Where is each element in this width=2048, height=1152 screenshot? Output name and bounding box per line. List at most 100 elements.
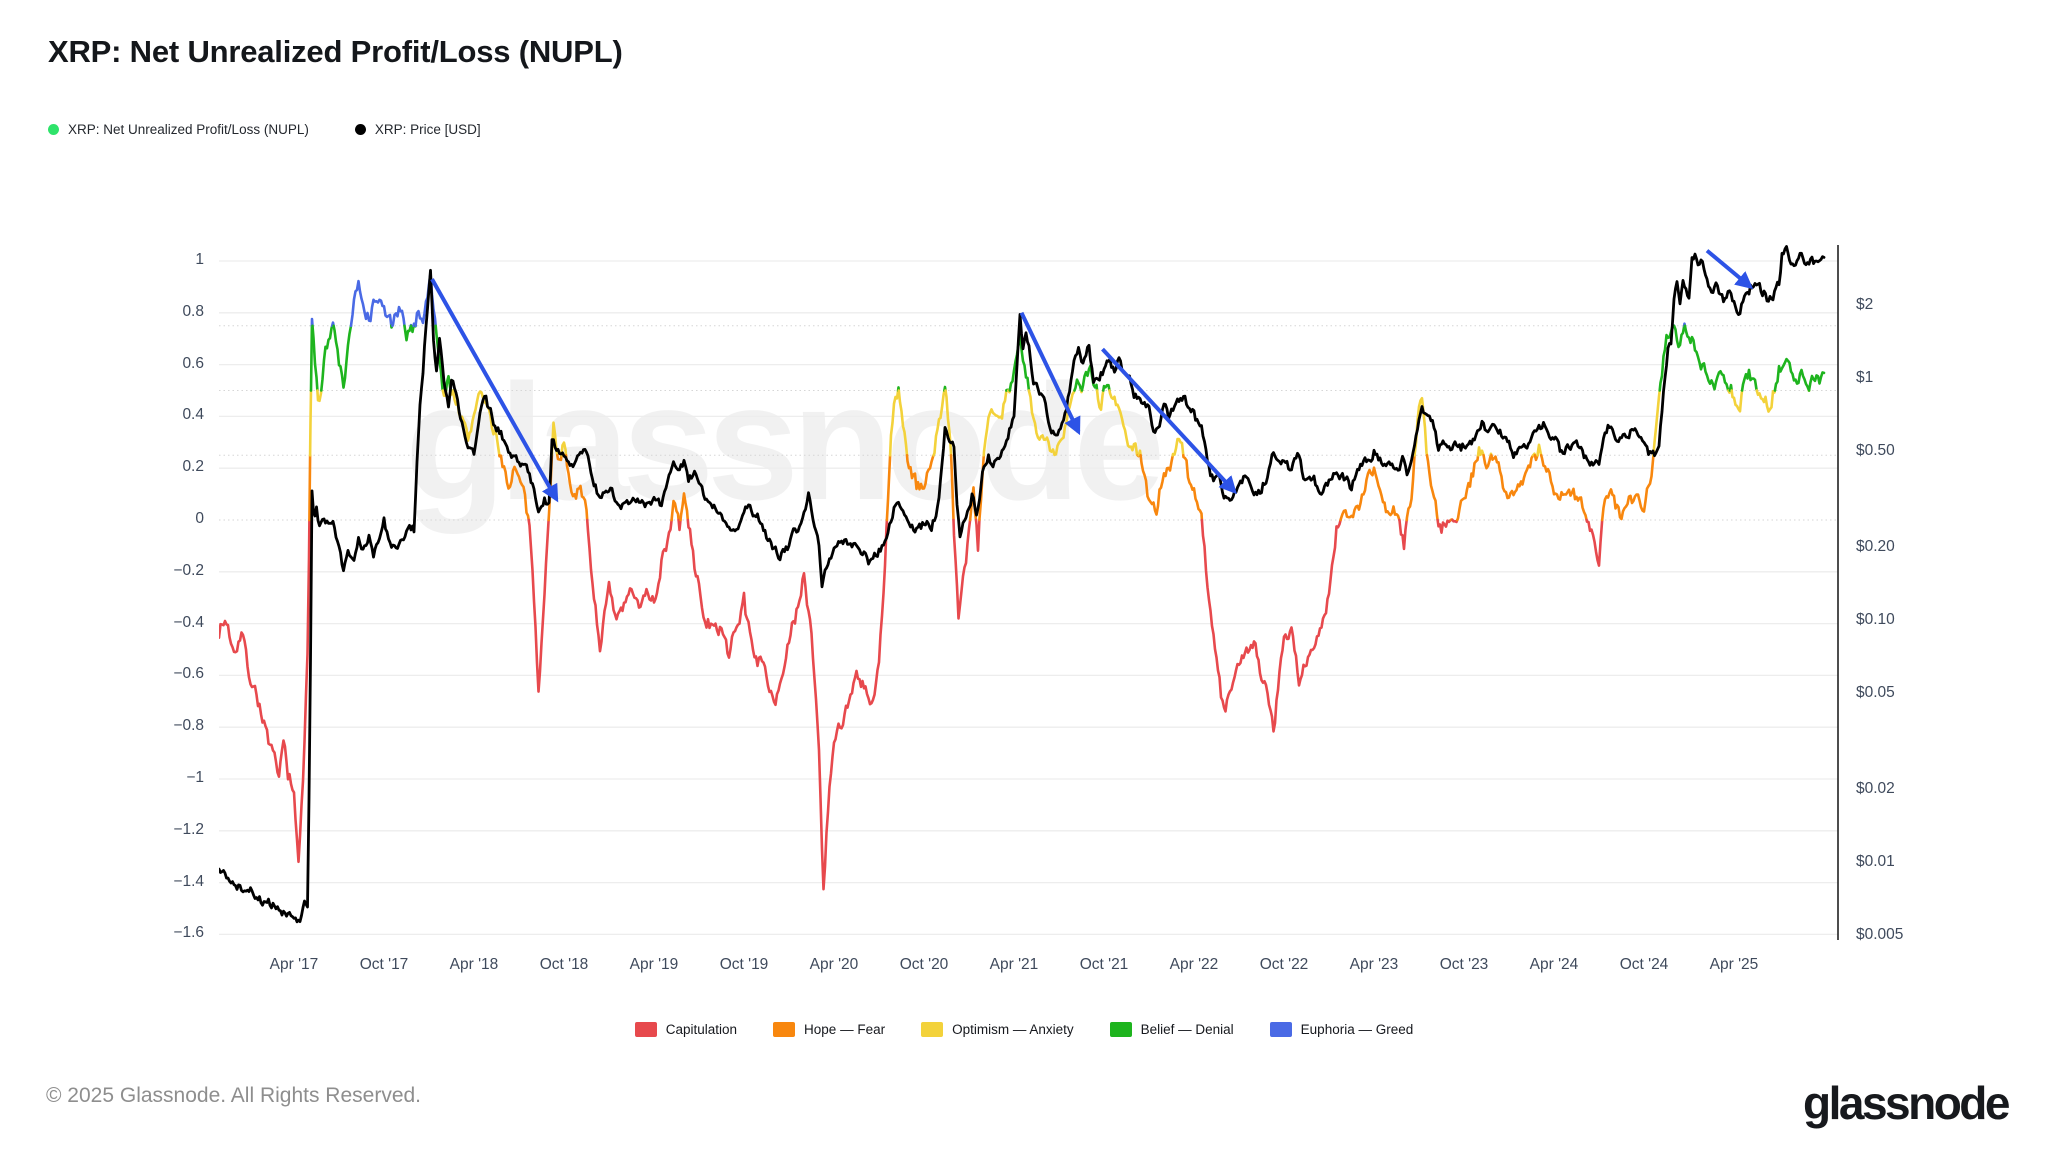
legend-dot-icon xyxy=(354,124,366,135)
nupl-line-segment xyxy=(1456,454,1480,522)
left-axis-tick-label: −1 xyxy=(186,769,204,786)
nupl-line-segment xyxy=(1539,454,1588,522)
nupl-line-segment xyxy=(679,492,690,522)
nupl-line-segment xyxy=(1137,449,1142,457)
nupl-line-segment xyxy=(1398,518,1408,551)
x-axis-tick-label: Apr '23 xyxy=(1349,956,1399,973)
left-axis-tick-label: 0.4 xyxy=(182,406,204,424)
nupl-line-segment xyxy=(1073,378,1083,392)
nupl-line-segment xyxy=(1139,454,1175,516)
x-axis-tick-label: Apr '21 xyxy=(989,956,1039,973)
nupl-line-segment xyxy=(1683,324,1730,392)
zone-legend-item[interactable]: Capitulation xyxy=(634,1022,737,1037)
right-axis-tick-label: $0.05 xyxy=(1856,683,1895,701)
zone-legend-item[interactable]: Euphoria — Greed xyxy=(1269,1022,1414,1037)
nupl-line-segment xyxy=(1200,518,1342,733)
nupl-line-segment xyxy=(316,389,323,403)
nupl-line-segment xyxy=(1755,389,1777,413)
nupl-line-segment xyxy=(1182,454,1204,522)
right-axis-tick-label: $1 xyxy=(1856,369,1874,386)
nupl-line-segment xyxy=(585,518,673,653)
zone-legend-item[interactable]: Hope — Fear xyxy=(773,1022,885,1037)
nupl-line-segment xyxy=(1585,518,1604,567)
left-axis-tick-label: −0.8 xyxy=(173,717,204,735)
left-axis-tick-label: 0 xyxy=(195,510,204,527)
trend-arrow xyxy=(1019,311,1081,436)
nupl-line-segment xyxy=(952,518,972,620)
series-lines xyxy=(219,245,1826,924)
zone-swatch-icon xyxy=(1269,1022,1292,1037)
nupl-line-segment xyxy=(1728,383,1733,392)
x-axis-tick-label: Apr '17 xyxy=(269,956,319,973)
zone-legend: Capitulation Hope — Fear Optimism — Anxiet… xyxy=(0,1022,2048,1037)
nupl-line-segment xyxy=(1476,446,1485,457)
right-axis-tick-label: $0.50 xyxy=(1856,441,1895,459)
left-axis-tick-label: 0.2 xyxy=(182,458,204,476)
nupl-line-segment xyxy=(349,279,393,328)
nupl-line-segment xyxy=(897,389,909,457)
nupl-line-segment xyxy=(686,518,889,891)
nupl-line-segment xyxy=(311,324,319,392)
x-axis-tick-label: Oct '23 xyxy=(1439,956,1489,973)
zone-legend-label: Belief — Denial xyxy=(1140,1022,1234,1037)
x-axis-tick-label: Oct '21 xyxy=(1079,956,1129,973)
nupl-line-segment xyxy=(1095,389,1105,411)
nupl-line-segment xyxy=(403,324,413,342)
nupl-line-segment xyxy=(219,518,311,864)
legend-dot-icon xyxy=(48,124,59,135)
x-axis-tick-label: Oct '24 xyxy=(1619,956,1669,973)
top-legend-item[interactable]: XRP: Price [USD] xyxy=(354,122,481,137)
price-line xyxy=(219,245,1826,924)
nupl-line-segment xyxy=(527,518,550,693)
nupl-line-segment xyxy=(1730,389,1744,413)
nupl-line-segment xyxy=(1533,454,1539,462)
zone-swatch-icon xyxy=(921,1022,944,1037)
nupl-line-segment xyxy=(1482,454,1492,470)
nupl-line-segment xyxy=(949,454,955,522)
nupl-line-segment xyxy=(310,317,314,328)
left-axis-tick-label: −0.2 xyxy=(173,561,204,579)
trend-arrow xyxy=(1705,249,1754,290)
zone-swatch-icon xyxy=(1109,1022,1132,1037)
nupl-line-segment xyxy=(391,305,406,328)
right-axis-tick-label: $0.10 xyxy=(1856,611,1895,628)
nupl-line-segment xyxy=(498,454,530,522)
page-title: XRP: Net Unrealized Profit/Loss (NUPL) xyxy=(48,34,623,69)
nupl-line-segment xyxy=(932,389,946,457)
x-axis-tick-label: Apr '19 xyxy=(629,956,679,973)
right-axis-tick-label: $0.01 xyxy=(1856,853,1895,870)
left-axis-tick-label: −0.6 xyxy=(173,665,204,683)
nupl-line-segment xyxy=(1171,437,1185,457)
left-axis-tick-label: 0.8 xyxy=(182,302,204,320)
x-axis-tick-label: Oct '20 xyxy=(899,956,949,973)
zone-legend-label: Hope — Fear xyxy=(804,1022,886,1037)
left-axis-tick-label: −1.6 xyxy=(173,924,204,942)
glassnode-watermark: glassnode xyxy=(405,350,1165,534)
nupl-line-segment xyxy=(1652,389,1661,457)
nupl-line-segment xyxy=(982,389,1008,457)
nupl-line-segment xyxy=(974,518,981,552)
nupl-line-segment xyxy=(1108,389,1139,457)
nupl-line-segment xyxy=(1672,324,1686,349)
nupl-line-segment xyxy=(332,324,353,389)
nupl-line-segment xyxy=(888,389,900,457)
zone-legend-item[interactable]: Belief — Denial xyxy=(1109,1022,1234,1037)
footer-copyright: © 2025 Glassnode. All Rights Reserved. xyxy=(46,1084,422,1107)
nupl-line-segment xyxy=(1027,389,1076,457)
top-legend-item[interactable]: XRP: Net Unrealized Profit/Loss (NUPL) xyxy=(48,122,309,137)
x-axis-tick-label: Oct '18 xyxy=(539,956,589,973)
nupl-line-segment xyxy=(308,389,313,457)
nupl-line-segment xyxy=(1339,466,1401,522)
zone-legend-label: Euphoria — Greed xyxy=(1300,1022,1414,1037)
zone-legend-item[interactable]: Optimism — Anxiety xyxy=(921,1022,1074,1037)
top-legend: XRP: Net Unrealized Profit/Loss (NUPL) XR… xyxy=(48,122,481,137)
nupl-line-segment xyxy=(320,324,334,392)
nupl-line-segment xyxy=(1436,518,1453,534)
nupl-line-segment xyxy=(905,454,935,491)
x-axis-tick-label: Oct '19 xyxy=(719,956,769,973)
nupl-line-segment xyxy=(1405,454,1416,522)
trend-arrows xyxy=(430,249,1754,503)
trend-arrow xyxy=(1101,347,1237,495)
